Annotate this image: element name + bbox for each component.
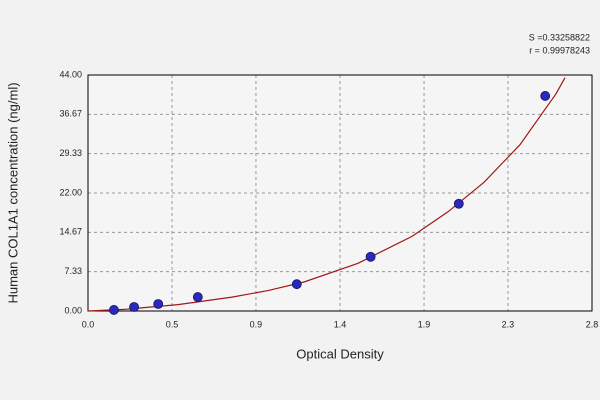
x-tick-label: 1.9: [418, 319, 431, 329]
x-tick-label: 0.0: [82, 319, 95, 329]
y-tick-label: 29.33: [59, 148, 82, 158]
data-point: [365, 251, 376, 262]
x-tick-label: 0.9: [250, 319, 263, 329]
y-tick-label: 36.67: [59, 109, 82, 119]
data-point: [291, 279, 302, 290]
y-tick-label: 14.67: [59, 227, 82, 237]
x-axis-title: Optical Density: [296, 346, 384, 361]
data-point: [540, 91, 551, 101]
y-tick-label: 22.00: [59, 187, 82, 197]
fit-curve: [87, 77, 566, 312]
x-tick-label: 2.8: [586, 319, 599, 329]
annotation: r = 0.99978243: [529, 45, 590, 55]
data-point: [109, 305, 119, 315]
y-tick-label: 7.33: [64, 266, 82, 276]
plot-border: [87, 74, 593, 312]
y-axis-title: Human COL1A1 concentration (ng/ml): [5, 82, 20, 303]
data-point: [192, 292, 203, 302]
data-point: [453, 198, 464, 209]
annotation: S =0.33258822: [529, 32, 590, 42]
y-tick-label: 44.00: [59, 69, 82, 79]
data-point: [153, 299, 164, 309]
x-tick-label: 2.3: [502, 319, 515, 329]
x-tick-label: 0.5: [166, 319, 179, 329]
y-tick-label: 0.00: [64, 305, 82, 315]
data-point: [129, 302, 139, 312]
x-tick-label: 1.4: [334, 319, 347, 329]
